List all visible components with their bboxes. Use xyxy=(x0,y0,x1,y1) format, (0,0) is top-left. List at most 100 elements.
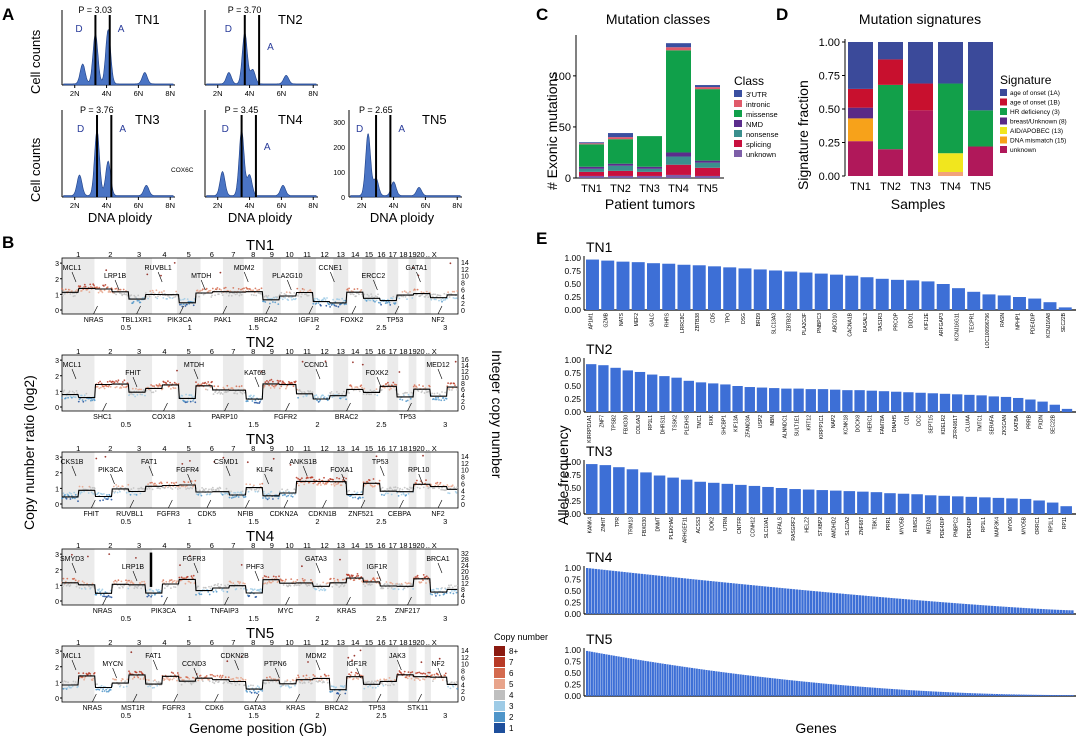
gene-pointer-line xyxy=(206,499,212,509)
cn-point xyxy=(447,685,449,688)
cn-point xyxy=(132,300,135,303)
cn-point xyxy=(235,385,238,388)
axis-y-label: Signature fraction xyxy=(795,80,811,190)
chromosome-label: 5 xyxy=(187,541,191,550)
cn-point xyxy=(124,293,127,296)
axis-y-tick-label: 0.00 xyxy=(564,609,581,619)
gene-label-tp53: TP53 xyxy=(372,459,389,466)
af-bar xyxy=(993,693,996,696)
bar-splicing-tn1 xyxy=(579,171,604,176)
af-bar xyxy=(814,273,828,310)
cn-point xyxy=(124,680,127,683)
af-bar xyxy=(586,364,597,412)
cn-point xyxy=(268,681,270,684)
cn-point xyxy=(233,292,236,295)
cn-point xyxy=(179,299,182,301)
cn-point xyxy=(261,482,264,485)
cn-point xyxy=(194,479,197,482)
cn-point xyxy=(182,303,185,306)
af-bar xyxy=(783,679,786,696)
cn-point xyxy=(287,299,290,301)
cn-point xyxy=(428,486,430,489)
cn-point xyxy=(280,385,283,388)
chromosome-label: 2 xyxy=(108,444,112,453)
chromosome-label: 1 xyxy=(76,541,80,550)
af-gene-label-myo6: MYO6 xyxy=(1008,517,1014,531)
gene-label-mcl1: MCL1 xyxy=(63,362,82,369)
cn-y-tick-right: 6 xyxy=(461,675,465,682)
cn-point xyxy=(356,573,359,575)
cn-point xyxy=(264,381,267,383)
cn-point xyxy=(277,303,280,305)
af-bar xyxy=(795,680,798,696)
af-gene-label-arfgap3: ARFGAP3 xyxy=(939,313,945,337)
chromosome-label: 10 xyxy=(285,250,293,259)
cn-point xyxy=(103,496,106,499)
ploidy-density-area xyxy=(63,28,174,86)
cn-point xyxy=(285,495,288,498)
af-bar xyxy=(844,593,847,614)
cn-point xyxy=(393,587,396,590)
cn-point xyxy=(421,293,424,296)
cn-point xyxy=(149,588,152,591)
chromosome-label: 12 xyxy=(320,541,328,550)
gene-pointer-line xyxy=(394,305,400,315)
axis-y-tick-label: 0.25 xyxy=(564,394,581,404)
cn-point xyxy=(67,681,69,684)
cn-point xyxy=(402,295,405,298)
cn-point xyxy=(316,583,318,586)
cn-point xyxy=(134,585,137,588)
af-bar xyxy=(1039,694,1042,696)
cn-point xyxy=(189,394,191,396)
af-bar xyxy=(623,572,626,614)
cn-legend-label: 5 xyxy=(509,680,514,689)
cn-point xyxy=(254,399,257,402)
gene-label-fat1: FAT1 xyxy=(141,459,157,466)
cn-point xyxy=(456,290,459,292)
af-bar xyxy=(649,661,652,696)
af-gene-label-dhrs11: DHRS11 xyxy=(660,415,666,435)
cn-point xyxy=(257,690,260,693)
cn-point xyxy=(318,478,321,481)
cn-segment-line xyxy=(62,577,458,594)
chromosome-band xyxy=(333,549,349,605)
cn-y-tick-right: 6 xyxy=(461,387,465,394)
cn-point xyxy=(104,455,107,458)
cn-point xyxy=(448,485,450,488)
cn-point xyxy=(62,577,65,580)
cn-point xyxy=(138,388,141,391)
af-bar xyxy=(1065,610,1068,614)
af-bar xyxy=(891,391,902,412)
cn-point xyxy=(330,685,333,688)
af-gene-label-plekhs: PLEKHS xyxy=(685,414,691,434)
cn-point xyxy=(199,289,202,292)
axis-x-tick-label: 2N xyxy=(357,201,367,210)
chromosome-label: 17 xyxy=(389,250,397,259)
af-bar xyxy=(920,690,923,696)
ploidy-peak-label-d: D xyxy=(225,24,232,35)
af-bar xyxy=(1064,695,1067,696)
af-bar xyxy=(850,594,853,614)
gene-pointer-line xyxy=(254,570,260,582)
cn-point xyxy=(174,586,177,588)
af-bar xyxy=(993,606,997,614)
af-gene-label-pde4dip: PDE4DIP xyxy=(967,516,973,538)
af-bar xyxy=(1005,606,1008,614)
bar-age-of-onset-1a-tn4 xyxy=(938,42,963,84)
cn-point xyxy=(112,485,115,488)
cn-point xyxy=(198,593,201,596)
cn-point xyxy=(272,301,274,303)
cn-point xyxy=(269,387,272,389)
cn-point xyxy=(90,491,93,494)
af-bar xyxy=(798,681,801,696)
chromosome-band xyxy=(176,258,201,314)
gene-label-pla2g10: PLA2G10 xyxy=(272,273,302,280)
af-bar xyxy=(1042,694,1045,696)
af-bar xyxy=(773,678,776,696)
cn-point xyxy=(259,590,261,593)
cn-point xyxy=(185,393,188,396)
cn-point xyxy=(147,594,150,597)
cn-point xyxy=(336,391,338,393)
gene-label-fgfr4: FGFR4 xyxy=(176,467,199,474)
af-bar xyxy=(681,666,684,696)
